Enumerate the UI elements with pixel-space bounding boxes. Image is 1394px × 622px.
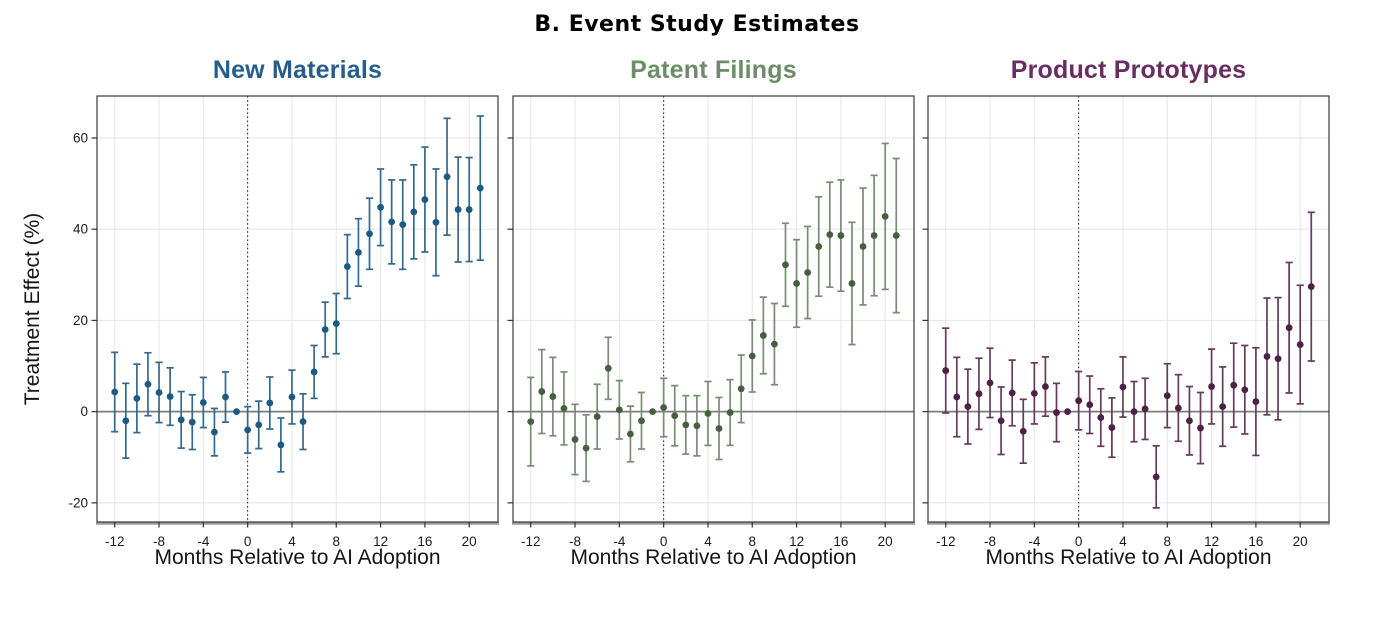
x-axis-label-panel-2: Months Relative to AI Adoption	[570, 546, 857, 569]
x-axis-label-panel-1: Months Relative to AI Adoption	[154, 546, 441, 569]
x-tick-label: 16	[417, 534, 432, 549]
panel-border	[96, 95, 499, 523]
axis-ticks: -12 -8 -4 0 4 8 12 16 20	[922, 137, 1308, 549]
panel-title-patent-filings: Patent Filings	[630, 56, 797, 84]
x-tick-label: -4	[613, 534, 625, 549]
error-bars	[942, 211, 1315, 509]
x-tick-label: 12	[789, 534, 804, 549]
y-tick-label: 20	[73, 313, 88, 328]
x-tick-label: 16	[833, 534, 848, 549]
y-tick-label: 40	[73, 222, 88, 237]
axis-ticks: -12 -8 -4 0 4 8 12 16 20	[507, 137, 893, 549]
x-tick-label: -8	[153, 534, 165, 549]
x-tick-label: 8	[1164, 534, 1172, 549]
y-tick-label: -20	[68, 495, 88, 510]
x-tick-label: 0	[660, 534, 668, 549]
data-points	[111, 173, 484, 449]
panel-product-prototypes: -12 -8 -4 0 4 8 12 16 20	[922, 95, 1330, 549]
x-tick-label: -8	[569, 534, 581, 549]
figure-title: B. Event Study Estimates	[534, 12, 860, 37]
y-tick-label: 0	[80, 404, 88, 419]
x-tick-label: 20	[462, 534, 477, 549]
gridlines	[513, 96, 914, 522]
x-tick-label: 20	[878, 534, 893, 549]
x-tick-label: 0	[244, 534, 252, 549]
panel-border	[927, 95, 1330, 523]
x-tick-label: 12	[1204, 534, 1219, 549]
x-tick-label: 4	[1119, 534, 1127, 549]
x-axis-label-panel-3: Months Relative to AI Adoption	[985, 546, 1272, 569]
x-tick-label: -4	[197, 534, 209, 549]
y-tick-label: 60	[73, 130, 88, 145]
error-bars	[527, 142, 900, 483]
x-tick-label: 0	[1075, 534, 1083, 549]
panel-patent-filings: -12 -8 -4 0 4 8 12 16 20	[507, 95, 915, 549]
x-tick-label: -12	[521, 534, 541, 549]
x-tick-label: 16	[1248, 534, 1263, 549]
gridlines	[97, 96, 498, 522]
x-tick-label: 8	[333, 534, 341, 549]
panel-new-materials: -12 -8 -4 0 4 8 12 16 20 60 40 20 0 -20	[68, 95, 499, 549]
x-tick-label: -12	[105, 534, 125, 549]
x-tick-label: -12	[936, 534, 956, 549]
x-tick-label: 20	[1293, 534, 1308, 549]
x-tick-label: -8	[984, 534, 996, 549]
panel-border	[512, 95, 915, 523]
error-bars	[111, 115, 484, 473]
x-tick-label: 12	[373, 534, 388, 549]
x-tick-label: -4	[1028, 534, 1040, 549]
x-tick-label: 4	[704, 534, 712, 549]
axis-ticks: -12 -8 -4 0 4 8 12 16 20 60 40 20 0 -20	[68, 130, 476, 549]
panel-title-new-materials: New Materials	[212, 56, 383, 84]
data-points	[527, 213, 900, 452]
data-points	[942, 283, 1315, 481]
x-tick-label: 4	[288, 534, 296, 549]
gridlines	[928, 96, 1329, 522]
x-tick-label: 8	[749, 534, 757, 549]
panel-title-product-prototypes: Product Prototypes	[1010, 56, 1247, 84]
